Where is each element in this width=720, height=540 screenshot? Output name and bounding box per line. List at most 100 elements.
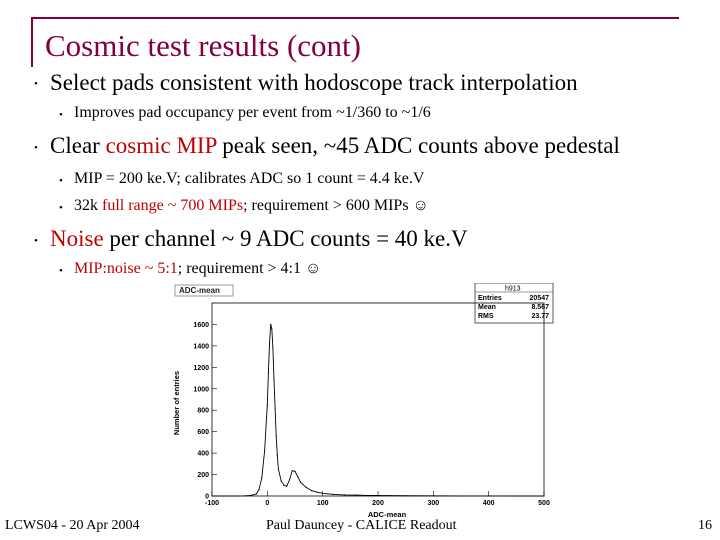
bullet-2a: MIP = 200 ke.V; calibrates ADC so 1 coun… [74, 170, 424, 188]
histogram-points [211, 323, 545, 497]
histogram-point [543, 495, 545, 497]
y-tick-label: 0 [205, 494, 209, 501]
histogram-point [488, 495, 490, 497]
stats-value: 8.567 [531, 304, 549, 311]
histogram-point [266, 404, 268, 406]
histogram-point [271, 328, 273, 330]
stats-label: Entries [478, 295, 502, 302]
histogram-point [515, 495, 517, 497]
histogram-point [305, 486, 307, 488]
histogram-svg: ADC-mean h913 Entries 20547 Mean 8.567 R… [165, 283, 555, 538]
histogram-point [286, 485, 288, 487]
bullet-text: 32k [74, 197, 102, 214]
plot-title-box [174, 284, 234, 297]
histogram-point [275, 435, 277, 437]
histogram-point [316, 491, 318, 493]
histogram-point [258, 489, 260, 491]
stats-value: 23.77 [531, 313, 549, 320]
histogram-point [299, 481, 302, 483]
histogram-point [244, 495, 246, 497]
bullet-dot: • [34, 142, 38, 154]
histogram-point [264, 450, 266, 452]
histogram-point [297, 476, 299, 478]
bullet-2b: 32k full range ~ 700 MIPs; requirement >… [74, 197, 429, 215]
histogram-point [322, 492, 324, 494]
histogram-point [250, 494, 252, 497]
histogram-point [377, 494, 379, 497]
bullet-dot: • [59, 202, 63, 214]
histogram-line [212, 324, 544, 497]
x-tick-label: 400 [483, 500, 495, 507]
page-number: 16 [698, 518, 712, 533]
footer-left: LCWS04 - 20 Apr 2004 [5, 518, 140, 533]
histogram-point [272, 347, 274, 349]
x-tick-label: -100 [205, 500, 219, 507]
bullet-text: Select pads consistent with hodoscope tr… [50, 70, 578, 95]
title-rule [31, 17, 679, 19]
histogram-point [355, 494, 357, 496]
bullet-dot: • [34, 78, 38, 90]
bullet-text: ; requirement > 600 MIPs ☺ [243, 197, 429, 214]
x-tick-label: 500 [538, 500, 550, 507]
stats-name: h913 [505, 286, 521, 293]
histogram-point [261, 477, 263, 479]
histogram-point [222, 495, 224, 497]
bullet-text: MIP = 200 ke.V; calibrates ADC so 1 coun… [74, 170, 425, 187]
y-tick-label: 1000 [193, 386, 209, 393]
bullet-text: Improves pad occupancy per event from ~1… [74, 104, 431, 121]
histogram-point [211, 495, 213, 497]
histogram-point [405, 495, 407, 497]
x-axis: -100 0 100 200 300 400 500 [205, 491, 550, 507]
bullet-2: Clear cosmic MIP peak seen, ~45 ADC coun… [50, 133, 620, 159]
histogram-point [311, 490, 313, 492]
bullet-dot: • [59, 265, 63, 277]
histogram-point [273, 379, 275, 381]
x-tick-label: 300 [427, 500, 439, 507]
bullet-1: Select pads consistent with hodoscope tr… [50, 70, 578, 96]
histogram-point [267, 372, 269, 374]
y-tick-label: 1200 [193, 365, 209, 372]
bullet-dot: • [59, 109, 63, 121]
histogram-point [388, 495, 390, 497]
histogram-point [432, 495, 434, 497]
stats-label: RMS [478, 313, 494, 320]
histogram-point [291, 470, 293, 472]
bullet-dot: • [59, 175, 63, 187]
stats-label: Mean [478, 304, 496, 311]
bullet-3a: MIP:noise ~ 5:1; requirement > 4:1 ☺ [74, 260, 321, 278]
footer-center: Paul Dauncey - CALICE Readout [266, 518, 457, 533]
y-tick-label: 800 [197, 408, 209, 415]
histogram-point [333, 493, 335, 495]
histogram-point [274, 407, 276, 409]
stats-value: 20547 [530, 295, 550, 302]
bullet-text: peak seen, ~45 ADC counts above pedestal [216, 133, 620, 158]
y-axis-label: Number of entries [172, 371, 181, 435]
histogram-point [460, 495, 462, 497]
bullet-text: per channel ~ 9 ADC counts = 40 ke.V [103, 226, 468, 251]
histogram-point [344, 494, 346, 496]
histogram-point [283, 484, 285, 486]
x-tick-label: 200 [372, 500, 384, 507]
x-tick-label: 0 [265, 500, 269, 507]
adc-histogram: ADC-mean h913 Entries 20547 Mean 8.567 R… [165, 283, 555, 538]
histogram-point [270, 323, 272, 325]
histogram-point [277, 468, 279, 470]
highlight-text: MIP:noise ~ 5:1 [74, 260, 178, 277]
histogram-point [366, 494, 368, 496]
x-axis-label: ADC-mean [368, 510, 407, 519]
highlight-text: full range ~ 700 MIPs [102, 197, 244, 214]
y-tick-label: 600 [197, 429, 209, 436]
bullet-text: ; requirement > 4:1 ☺ [177, 260, 322, 277]
x-tick-label: 100 [317, 500, 329, 507]
y-tick-label: 1600 [193, 322, 209, 329]
plot-title: ADC-mean [179, 286, 220, 295]
y-tick-label: 1400 [193, 343, 209, 350]
highlight-text: cosmic MIP [105, 133, 217, 158]
histogram-point [280, 480, 282, 482]
histogram-point [294, 470, 296, 472]
bullet-1a: Improves pad occupancy per event from ~1… [74, 104, 431, 122]
bullet-text: Clear [50, 133, 106, 158]
histogram-point [255, 493, 257, 495]
y-tick-label: 400 [197, 451, 209, 458]
highlight-text: Noise [50, 226, 104, 251]
